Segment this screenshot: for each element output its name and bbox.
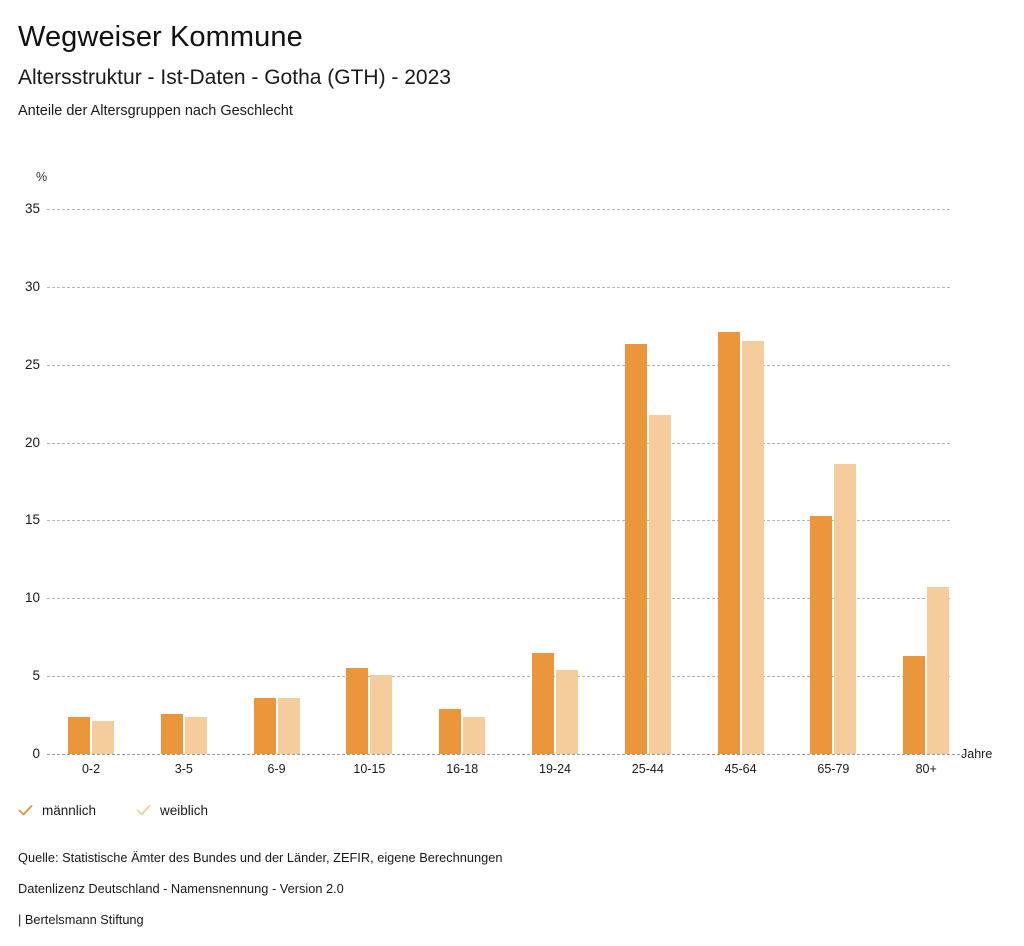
y-tick-label-25: 25 (24, 356, 40, 372)
footer-line-2: Datenlizenz Deutschland - Namensnennung … (18, 881, 344, 896)
gridline-30 (47, 286, 950, 288)
footer-line-1: Quelle: Statistische Ämter des Bundes un… (18, 850, 503, 865)
bar-männlich-6-9[interactable] (253, 697, 276, 754)
bar-group-25-44 (624, 209, 671, 754)
chart-legend: männlich weiblich (18, 803, 208, 818)
bar-männlich-25-44[interactable] (624, 344, 647, 754)
y-tick-label-30: 30 (24, 278, 40, 294)
x-tick-label-45-64: 45-64 (724, 762, 757, 776)
bar-männlich-65-79[interactable] (810, 515, 833, 754)
x-tick-label-0-2: 0-2 (81, 762, 101, 776)
gridline-20 (47, 442, 950, 444)
footer-line-3: | Bertelsmann Stiftung (18, 912, 144, 927)
bar-group-19-24 (532, 209, 578, 754)
check-icon (136, 803, 151, 818)
bar-männlich-19-24[interactable] (532, 652, 554, 754)
check-icon (18, 803, 33, 818)
bar-weiblich-10-15[interactable] (370, 674, 393, 754)
y-tick-label-5: 5 (32, 668, 40, 684)
chart-footer: Quelle: Statistische Ämter des Bundes un… (18, 842, 978, 935)
bar-group-0-2 (68, 209, 114, 754)
bar-männlich-3-5[interactable] (160, 713, 183, 754)
x-tick-label-25-44: 25-44 (631, 762, 664, 776)
chart-subtitle: Altersstruktur - Ist-Daten - Gotha (GTH)… (18, 66, 451, 89)
chart-plot-area: % 0 5 10 15 20 25 30 35 0-2 3-5 6-9 10-15 16-18 19-2… (24, 170, 993, 776)
y-tick-label-35: 35 (24, 201, 40, 216)
bar-männlich-80+[interactable] (903, 655, 926, 754)
gridline-5 (47, 676, 950, 678)
legend-item-weiblich[interactable]: weiblich (136, 803, 208, 818)
bar-männlich-0-2[interactable] (68, 716, 90, 754)
gridline-35 (47, 209, 950, 210)
bar-männlich-45-64[interactable] (717, 332, 740, 754)
y-tick-label-15: 15 (24, 512, 40, 528)
x-tick-label-3-5: 3-5 (174, 762, 193, 776)
bar-group-45-64 (717, 209, 764, 754)
chart-description: Anteile der Altersgruppen nach Geschlech… (18, 103, 293, 119)
y-tick-label-0: 0 (32, 746, 40, 761)
bar-group-10-15 (346, 209, 393, 754)
bar-weiblich-16-18[interactable] (463, 716, 486, 754)
bar-männlich-16-18[interactable] (439, 708, 462, 754)
legend-item-männlich[interactable]: männlich (18, 803, 96, 818)
bar-weiblich-3-5[interactable] (184, 716, 207, 754)
x-axis-unit-label: Jahre (961, 747, 993, 761)
x-tick-label-19-24: 19-24 (539, 762, 571, 776)
bar-weiblich-19-24[interactable] (556, 669, 578, 754)
page-title: Wegweiser Kommune (18, 21, 303, 53)
bar-group-80+ (903, 209, 950, 754)
x-tick-label-65-79: 65-79 (817, 762, 850, 776)
bar-männlich-10-15[interactable] (346, 668, 369, 754)
y-tick-label-20: 20 (24, 434, 40, 450)
x-tick-label-16-18: 16-18 (446, 762, 479, 776)
bar-weiblich-25-44[interactable] (648, 414, 671, 754)
bar-group-6-9 (253, 209, 300, 754)
chart-header: Wegweiser Kommune Altersstruktur - Ist-D… (18, 18, 998, 123)
y-axis-unit-label: % (36, 170, 48, 184)
gridline-25 (47, 364, 950, 366)
legend-item-label: männlich (42, 803, 97, 818)
bars-container (47, 209, 950, 754)
bar-weiblich-65-79[interactable] (834, 464, 857, 754)
bar-group-16-18 (439, 209, 486, 754)
bar-weiblich-6-9[interactable] (277, 697, 300, 754)
bar-group-65-79 (810, 209, 857, 754)
gridline-0 (47, 754, 965, 755)
bar-weiblich-80+[interactable] (927, 587, 950, 754)
y-tick-label-10: 10 (24, 590, 40, 606)
x-tick-label-80+: 80+ (915, 762, 937, 776)
gridline-10 (47, 598, 950, 600)
x-tick-label-6-9: 6-9 (267, 762, 286, 776)
x-tick-label-10-15: 10-15 (353, 762, 386, 776)
bar-group-3-5 (160, 209, 207, 754)
gridline-15 (47, 520, 950, 522)
bar-weiblich-0-2[interactable] (92, 721, 114, 754)
bar-weiblich-45-64[interactable] (741, 341, 764, 754)
legend-item-label: weiblich (160, 803, 209, 818)
